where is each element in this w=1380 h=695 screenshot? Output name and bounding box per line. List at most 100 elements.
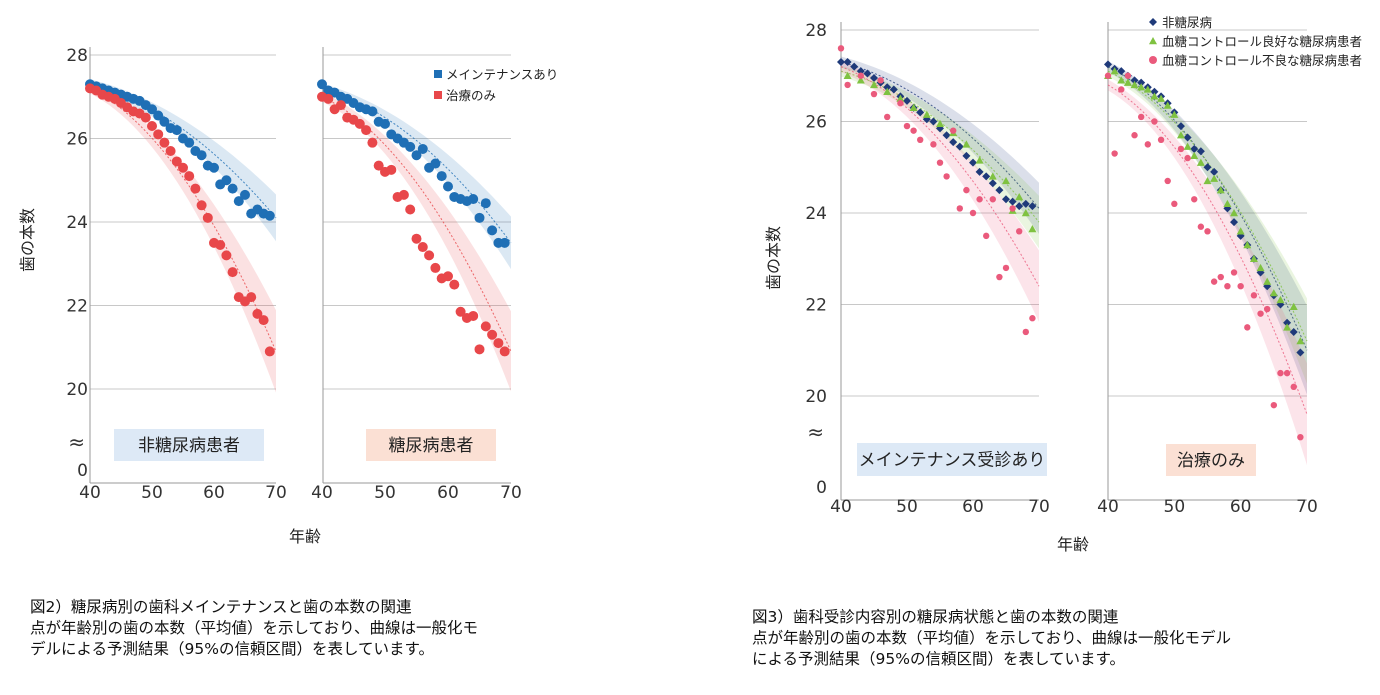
y-tick-label: 26 <box>66 130 88 150</box>
data-point-triangle <box>1028 225 1037 233</box>
data-point <box>153 129 164 140</box>
panel-label: メインテナンス受診あり <box>859 451 1046 471</box>
caption-line: による予測結果（95%の信頼区間）を表しています。 <box>752 650 1125 668</box>
data-point <box>159 116 170 127</box>
panel: 40 50 60 70 治療のみ <box>1097 22 1318 517</box>
data-point-triangle <box>1203 176 1212 185</box>
data-point-diamond <box>870 74 878 83</box>
data-point <box>1137 113 1145 121</box>
data-point <box>405 204 416 215</box>
data-point-diamond <box>1137 78 1146 87</box>
data-point-diamond <box>1130 76 1139 85</box>
panel-label: 治療のみ <box>1177 451 1245 471</box>
data-point <box>417 143 428 154</box>
data-point <box>1177 145 1185 153</box>
data-point <box>1191 196 1198 203</box>
data-point-diamond <box>1283 318 1292 327</box>
axis-break-mark: ≈ <box>68 430 85 454</box>
data-point-diamond <box>1015 202 1024 211</box>
data-point-triangle <box>1269 289 1278 297</box>
data-point <box>455 306 466 317</box>
data-point <box>380 118 390 129</box>
data-point <box>1257 310 1264 317</box>
data-point-diamond <box>1190 144 1199 153</box>
data-point <box>844 81 851 89</box>
data-point-triangle <box>1243 241 1252 249</box>
data-point-triangle <box>1130 80 1139 89</box>
series-points <box>317 91 510 357</box>
legend-label: メインテナンスあり <box>446 67 558 82</box>
data-point <box>335 100 346 111</box>
data-point <box>1244 324 1251 331</box>
data-point-triangle <box>1256 263 1265 272</box>
y-tick-label: 20 <box>805 387 827 407</box>
x-tick-label: 70 <box>1028 497 1050 517</box>
data-point <box>221 175 232 186</box>
data-point-triangle <box>1002 176 1010 185</box>
data-point <box>1224 283 1231 290</box>
data-point <box>430 158 441 169</box>
x-tick-label: 50 <box>141 483 163 503</box>
series-points <box>1104 72 1304 441</box>
data-point-triangle <box>988 172 997 180</box>
data-point <box>159 137 170 148</box>
data-point-triangle <box>1015 192 1024 201</box>
data-point <box>943 173 950 180</box>
data-point <box>367 106 378 117</box>
panel-label-box <box>1166 444 1256 476</box>
data-point-triangle <box>896 94 905 102</box>
data-point <box>474 212 485 223</box>
fit-curve <box>1107 70 1308 342</box>
series-points <box>837 45 1036 336</box>
data-point-triangle <box>1263 277 1272 285</box>
data-point-triangle <box>1236 227 1245 235</box>
data-point <box>976 196 983 203</box>
data-point <box>430 262 441 273</box>
panel-label-box <box>857 443 1047 476</box>
data-point-triangle <box>1296 337 1305 345</box>
panel-label-box <box>114 429 264 461</box>
data-point-triangle <box>909 103 918 111</box>
x-tick-label: 50 <box>374 483 396 503</box>
y-tick-label: 22 <box>66 297 88 317</box>
figure-2-caption: 図2）糖尿病別の歯科メインテナンスと歯の本数の関連 点が年齢別の歯の本数（平均値… <box>30 597 478 660</box>
data-point-diamond <box>942 131 951 140</box>
fit-curve <box>1107 66 1308 351</box>
data-point-triangle <box>1117 76 1126 84</box>
data-point <box>1016 228 1023 235</box>
data-point-diamond <box>1104 60 1112 69</box>
data-point-triangle <box>1021 209 1030 217</box>
data-point-diamond <box>1196 147 1205 156</box>
legend-label: 非糖尿病 <box>1162 15 1212 30</box>
panel-label-box <box>366 429 496 461</box>
data-point <box>227 267 238 278</box>
data-point-diamond <box>1028 202 1037 211</box>
data-point <box>264 210 275 221</box>
data-point-diamond <box>1289 327 1298 336</box>
data-point <box>147 120 157 131</box>
data-point <box>405 141 416 152</box>
data-point-triangle <box>1223 199 1232 208</box>
legend-label: 治療のみ <box>446 88 496 103</box>
data-point <box>184 137 195 148</box>
data-point-diamond <box>856 67 865 76</box>
data-point <box>258 315 269 326</box>
data-point <box>215 239 226 250</box>
caption-line: 図2）糖尿病別の歯科メインテナンスと歯の本数の関連 <box>30 598 412 616</box>
data-point <box>1230 269 1238 276</box>
data-point <box>989 196 996 203</box>
data-point-diamond <box>1183 133 1192 142</box>
data-point <box>227 183 238 194</box>
data-point <box>147 104 157 115</box>
data-point-diamond <box>1296 348 1305 357</box>
data-point-diamond <box>863 69 872 78</box>
x-tick-label: 60 <box>203 483 225 503</box>
data-point-diamond <box>1230 218 1239 227</box>
legend-label: 血糖コントロール良好な糖尿病患者 <box>1162 34 1362 49</box>
data-point <box>354 118 365 129</box>
data-point <box>411 233 422 244</box>
data-point-triangle <box>1230 209 1239 217</box>
